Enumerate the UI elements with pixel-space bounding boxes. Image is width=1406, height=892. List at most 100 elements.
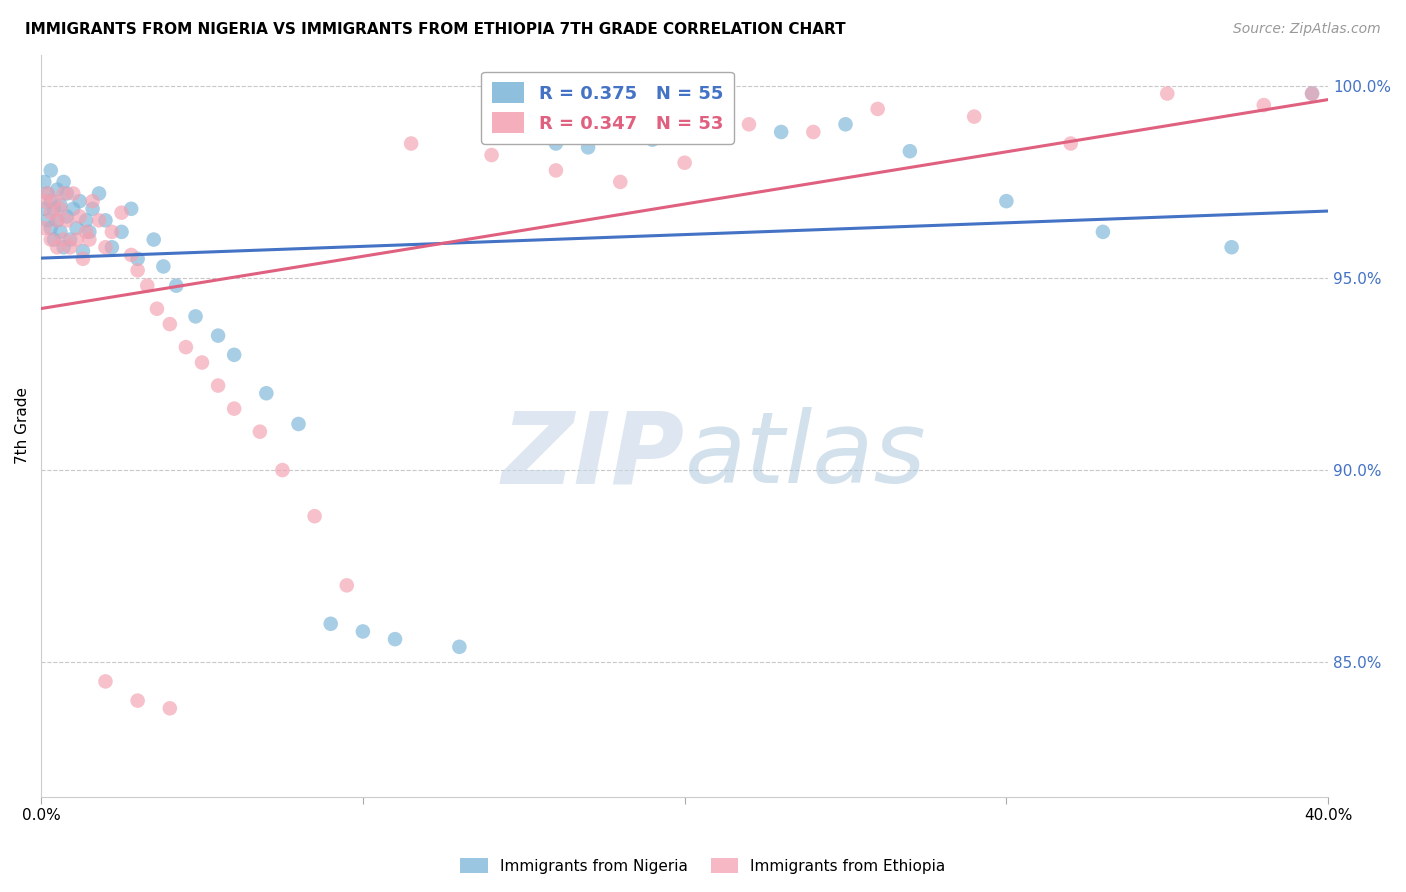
Point	[62, 202, 84, 216]
Point	[110, 225, 132, 239]
Point	[127, 252, 149, 266]
Point	[82, 194, 104, 208]
Point	[127, 693, 149, 707]
Point	[249, 425, 271, 439]
Point	[1301, 87, 1323, 101]
Point	[898, 144, 921, 158]
Point	[37, 213, 59, 227]
Point	[49, 225, 72, 239]
Point	[152, 260, 174, 274]
Point	[69, 210, 91, 224]
Point	[1091, 225, 1114, 239]
Point	[79, 225, 101, 239]
Point	[94, 674, 117, 689]
Point	[34, 194, 56, 208]
Text: Source: ZipAtlas.com: Source: ZipAtlas.com	[1233, 22, 1381, 37]
Point	[254, 386, 277, 401]
Point	[399, 136, 422, 151]
Text: atlas: atlas	[685, 407, 927, 504]
Point	[75, 225, 97, 239]
Point	[963, 110, 986, 124]
Y-axis label: 7th Grade: 7th Grade	[15, 387, 30, 465]
Point	[641, 133, 664, 147]
Point	[101, 240, 124, 254]
Point	[834, 117, 856, 131]
Point	[866, 102, 889, 116]
Point	[136, 278, 159, 293]
Point	[94, 240, 117, 254]
Text: ZIP: ZIP	[502, 407, 685, 504]
Point	[513, 128, 536, 143]
Point	[770, 125, 793, 139]
Point	[59, 233, 82, 247]
Point	[159, 701, 181, 715]
Point	[165, 278, 187, 293]
Point	[59, 240, 82, 254]
Point	[37, 186, 59, 201]
Point	[39, 163, 62, 178]
Point	[995, 194, 1018, 208]
Point	[142, 233, 165, 247]
Point	[174, 340, 197, 354]
Point	[42, 233, 65, 247]
Point	[46, 213, 69, 227]
Point	[49, 198, 72, 212]
Point	[62, 186, 84, 201]
Point	[1301, 87, 1323, 101]
Point	[1060, 136, 1083, 151]
Point	[72, 244, 94, 258]
Point	[39, 233, 62, 247]
Point	[72, 252, 94, 266]
Point	[1220, 240, 1243, 254]
Point	[544, 163, 567, 178]
Point	[49, 202, 72, 216]
Point	[319, 616, 342, 631]
Point	[271, 463, 294, 477]
Point	[82, 202, 104, 216]
Point	[52, 186, 75, 201]
Point	[384, 632, 406, 647]
Point	[146, 301, 169, 316]
Point	[39, 205, 62, 219]
Point	[110, 205, 132, 219]
Point	[39, 221, 62, 235]
Point	[224, 348, 246, 362]
Point	[481, 148, 503, 162]
Point	[56, 186, 79, 201]
Point	[37, 186, 59, 201]
Point	[706, 102, 728, 116]
Point	[42, 194, 65, 208]
Point	[101, 225, 124, 239]
Point	[673, 155, 696, 169]
Point	[34, 175, 56, 189]
Point	[120, 202, 142, 216]
Point	[52, 233, 75, 247]
Point	[79, 233, 101, 247]
Point	[336, 578, 359, 592]
Text: IMMIGRANTS FROM NIGERIA VS IMMIGRANTS FROM ETHIOPIA 7TH GRADE CORRELATION CHART: IMMIGRANTS FROM NIGERIA VS IMMIGRANTS FR…	[25, 22, 846, 37]
Point	[46, 240, 69, 254]
Point	[52, 240, 75, 254]
Point	[46, 183, 69, 197]
Point	[75, 213, 97, 227]
Point	[127, 263, 149, 277]
Point	[224, 401, 246, 416]
Point	[738, 117, 761, 131]
Point	[42, 202, 65, 216]
Point	[52, 175, 75, 189]
Point	[159, 317, 181, 331]
Point	[576, 140, 599, 154]
Point	[352, 624, 374, 639]
Point	[1156, 87, 1178, 101]
Point	[304, 509, 326, 524]
Point	[39, 194, 62, 208]
Point	[69, 194, 91, 208]
Point	[801, 125, 824, 139]
Point	[207, 328, 229, 343]
Point	[1253, 98, 1275, 112]
Point	[609, 175, 631, 189]
Point	[207, 378, 229, 392]
Point	[184, 310, 207, 324]
Point	[94, 213, 117, 227]
Point	[449, 640, 471, 654]
